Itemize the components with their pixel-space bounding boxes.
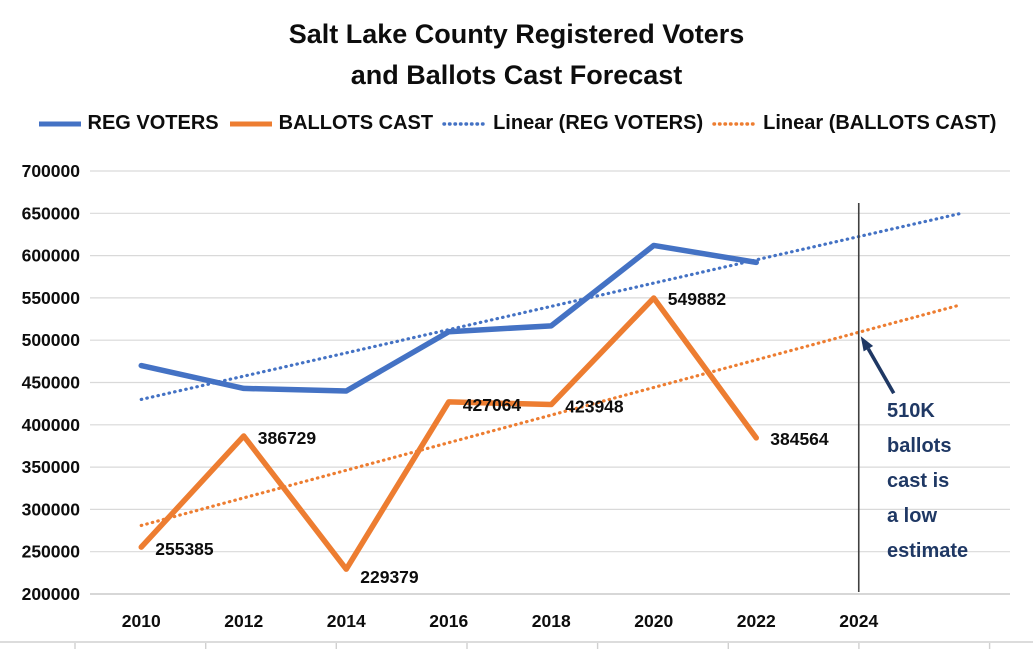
data-label: 386729 xyxy=(258,428,317,448)
chart-title-line1: Salt Lake County Registered Voters xyxy=(288,19,745,49)
linear-ballots-cast-dotted-swatch xyxy=(712,121,758,126)
linear-reg-voters-dotted-swatch xyxy=(442,121,488,126)
y-axis-tick-label: 550000 xyxy=(22,288,81,308)
data-label: 255385 xyxy=(155,539,214,559)
y-axis-tick-label: 650000 xyxy=(22,203,81,223)
y-axis-tick-label: 400000 xyxy=(22,415,81,435)
legend-label-ballots-cast: BALLOTS CAST xyxy=(278,112,434,134)
x-axis-tick-label: 2014 xyxy=(327,611,366,631)
legend-item-linear-ballots-cast[interactable]: Linear (BALLOTS CAST) xyxy=(712,112,996,135)
x-axis-tick-label: 2016 xyxy=(429,611,468,631)
ballots-cast-line-swatch xyxy=(229,121,272,126)
legend-label-linear-ballots-cast: Linear (BALLOTS CAST) xyxy=(763,112,997,134)
data-label: 427064 xyxy=(463,395,522,415)
data-label: 384564 xyxy=(770,429,829,449)
annotation-text-box[interactable]: 510K ballots cast is a low estimate xyxy=(887,400,969,562)
legend-item-linear-reg-voters[interactable]: Linear (REG VOTERS) xyxy=(442,112,703,135)
reg-voters-line-swatch xyxy=(38,121,81,126)
legend-label-linear-reg-voters: Linear (REG VOTERS) xyxy=(493,112,704,134)
x-axis-tick-label: 2010 xyxy=(122,611,161,631)
data-label: 549882 xyxy=(668,289,727,309)
annotation-arrow-head xyxy=(860,336,874,352)
reg-voters-line[interactable] xyxy=(138,242,759,394)
chart-legend: REG VOTERS BALLOTS CAST Linear (REG VOTE… xyxy=(0,112,1033,135)
linear-ballots-cast-trendline[interactable] xyxy=(139,303,963,528)
annotation-arrow-shaft[interactable] xyxy=(866,347,896,395)
y-axis-tick-label: 250000 xyxy=(22,542,81,562)
y-axis-tick-label: 600000 xyxy=(22,246,81,266)
y-axis-tick-label: 350000 xyxy=(22,457,81,477)
y-axis-tick-label: 200000 xyxy=(22,584,81,604)
y-axis-tick-label: 300000 xyxy=(22,499,81,519)
y-axis-tick-label: 500000 xyxy=(22,330,81,350)
data-label: 229379 xyxy=(360,567,419,587)
x-axis-tick-label: 2012 xyxy=(224,611,263,631)
chart-title-line2: and Ballots Cast Forecast xyxy=(350,60,683,90)
ballots-cast-line[interactable] xyxy=(138,295,759,572)
data-label: 423948 xyxy=(565,397,624,417)
x-axis-tick-label: 2020 xyxy=(634,611,673,631)
y-axis-tick-label: 700000 xyxy=(22,161,81,181)
x-axis-tick-label: 2018 xyxy=(532,611,571,631)
x-axis-tick-label: 2022 xyxy=(737,611,776,631)
y-axis-tick-label: 450000 xyxy=(22,373,81,393)
legend-item-ballots-cast[interactable]: BALLOTS CAST xyxy=(228,112,433,135)
legend-item-reg-voters[interactable]: REG VOTERS xyxy=(37,112,219,135)
legend-label-reg-voters: REG VOTERS xyxy=(87,112,219,134)
x-axis-tick-label: 2024 xyxy=(839,611,878,631)
linear-reg-voters-trendline[interactable] xyxy=(139,211,963,402)
chart-title: Salt Lake County Registered Voters and B… xyxy=(0,14,1033,96)
